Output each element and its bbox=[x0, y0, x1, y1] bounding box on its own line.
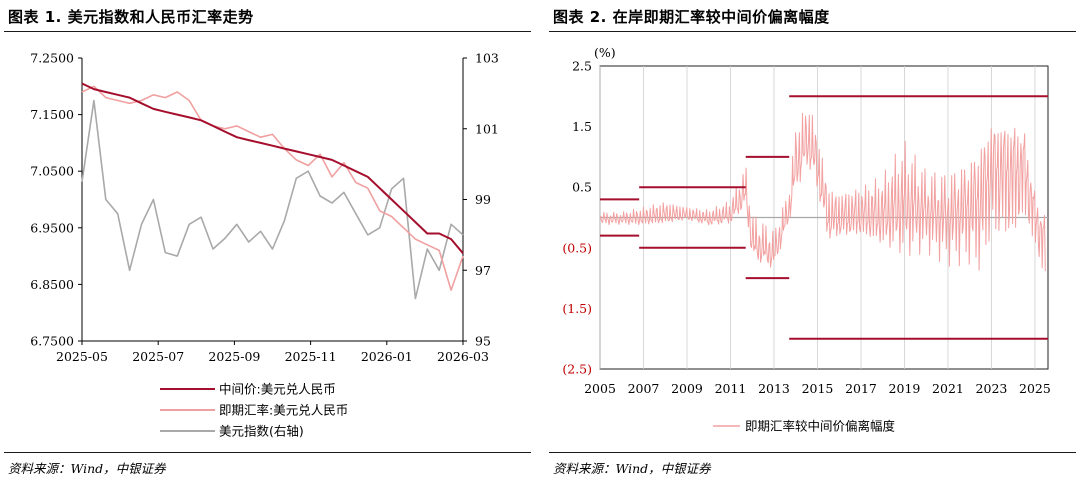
legend-label-1: 即期汇率:美元兑人民币 bbox=[219, 403, 348, 418]
x-tick-2007: 2007 bbox=[628, 381, 660, 396]
x-tick-2026-01: 2026-01 bbox=[361, 349, 413, 364]
y-tick-0.5: (0.5) bbox=[562, 240, 592, 255]
right-chart-svg: 2005 2007 2009 2011 2013 2015 2017 2019 2021 2023… bbox=[562, 45, 1051, 434]
y-tick-2.5: (2.5) bbox=[562, 362, 592, 377]
y-right-tick-97: 97 bbox=[475, 263, 491, 278]
x-tick-2015: 2015 bbox=[802, 381, 834, 396]
deviation-series-line bbox=[599, 112, 1046, 272]
y-unit-label: (%) bbox=[594, 45, 616, 60]
right-title-rule bbox=[549, 31, 1076, 32]
x-tick-2005: 2005 bbox=[584, 381, 616, 396]
y-left-tick-6.7500: 6.7500 bbox=[30, 334, 74, 349]
left-title-rule bbox=[4, 31, 531, 32]
x-tick-2025-07: 2025-07 bbox=[132, 349, 184, 364]
legend-label-2: 美元指数(右轴) bbox=[219, 424, 304, 439]
x-tick-2009: 2009 bbox=[671, 381, 703, 396]
x-tick-2025-11: 2025-11 bbox=[285, 349, 337, 364]
right-footer-rule bbox=[549, 452, 1076, 453]
y-left-tick-6.8500: 6.8500 bbox=[30, 277, 74, 292]
x-tick-2017: 2017 bbox=[845, 381, 877, 396]
y-left-tick-7.0500: 7.0500 bbox=[30, 164, 74, 179]
right-chart-title: 图表 2. 在岸即期汇率较中间价偏离幅度 bbox=[553, 8, 830, 26]
y-tick-1.5: 1.5 bbox=[572, 119, 592, 134]
series-line-0 bbox=[81, 82, 464, 254]
series-line-2 bbox=[81, 99, 464, 300]
x-tick-2019: 2019 bbox=[889, 381, 921, 396]
x-tick-2025-09: 2025-09 bbox=[208, 349, 260, 364]
x-tick-2023: 2023 bbox=[976, 381, 1008, 396]
y-tick-0.5: 0.5 bbox=[572, 180, 592, 195]
y-left-tick-7.1500: 7.1500 bbox=[30, 107, 74, 122]
x-tick-2021: 2021 bbox=[932, 381, 964, 396]
x-tick-2025-05: 2025-05 bbox=[56, 349, 108, 364]
legend-label: 即期汇率较中间价偏离幅度 bbox=[745, 419, 896, 434]
x-tick-2026-03: 2026-03 bbox=[437, 349, 489, 364]
right-source-note: 资料来源：Wind，中银证券 bbox=[553, 461, 711, 476]
y-left-tick-6.9500: 6.9500 bbox=[30, 220, 74, 235]
left-chart-svg: 7.2500 7.1500 7.0500 6.9500 6.8500 6.7500 103 1… bbox=[30, 51, 499, 439]
y-left-tick-7.2500: 7.2500 bbox=[30, 51, 74, 66]
y-right-tick-103: 103 bbox=[475, 51, 499, 66]
left-chart-title: 图表 1. 美元指数和人民币汇率走势 bbox=[8, 8, 254, 26]
series-line-1 bbox=[81, 85, 464, 291]
legend-label-0: 中间价:美元兑人民币 bbox=[219, 382, 336, 397]
left-source-note: 资料来源：Wind，中银证券 bbox=[8, 461, 166, 476]
y-right-tick-95: 95 bbox=[475, 334, 491, 349]
x-tick-2013: 2013 bbox=[758, 381, 790, 396]
x-tick-2025: 2025 bbox=[1019, 381, 1051, 396]
y-tick-1.5: (1.5) bbox=[562, 301, 592, 316]
y-tick-2.5: 2.5 bbox=[572, 59, 592, 74]
y-right-tick-101: 101 bbox=[475, 121, 499, 136]
left-chart-panel: 图表 1. 美元指数和人民币汇率走势 7.2500 7.1500 7.0500 6.9… bbox=[0, 0, 535, 488]
x-tick-2011: 2011 bbox=[715, 381, 747, 396]
y-right-tick-99: 99 bbox=[475, 192, 491, 207]
right-chart-panel: 图表 2. 在岸即期汇率较中间价偏离幅度 2005 2007 2009 2011 201… bbox=[545, 0, 1080, 488]
left-footer-rule bbox=[4, 452, 531, 453]
